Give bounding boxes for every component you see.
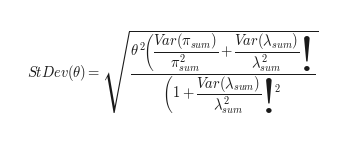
Text: $\mathit{StDev}(\theta) = \sqrt{\dfrac{\theta^2\!\left(\dfrac{\mathit{Var}(\pi_{: $\mathit{StDev}(\theta) = \sqrt{\dfrac{\… [27,29,318,117]
